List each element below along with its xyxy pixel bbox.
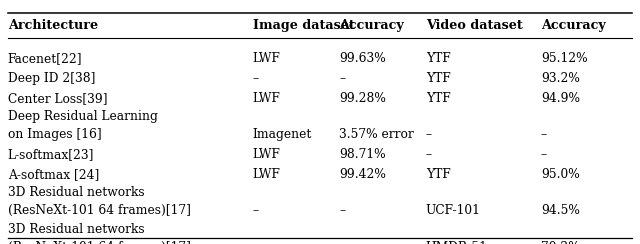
Text: 3.57% error: 3.57% error <box>339 128 414 141</box>
Text: –: – <box>253 72 259 85</box>
Text: 3D Residual networks: 3D Residual networks <box>8 223 144 235</box>
Text: –: – <box>541 148 547 162</box>
Text: YTF: YTF <box>426 72 451 85</box>
Text: –: – <box>426 148 432 162</box>
Text: 94.5%: 94.5% <box>541 204 580 217</box>
Text: –: – <box>339 204 346 217</box>
Text: UCF-101: UCF-101 <box>426 204 481 217</box>
Text: 95.0%: 95.0% <box>541 168 580 182</box>
Text: 95.12%: 95.12% <box>541 52 588 65</box>
Text: –: – <box>253 241 259 244</box>
Text: LWF: LWF <box>253 92 281 105</box>
Text: Center Loss[39]: Center Loss[39] <box>8 92 107 105</box>
Text: Imagenet: Imagenet <box>253 128 312 141</box>
Text: –: – <box>339 72 346 85</box>
Text: Facenet[22]: Facenet[22] <box>8 52 82 65</box>
Text: 99.28%: 99.28% <box>339 92 386 105</box>
Text: on Images [16]: on Images [16] <box>8 128 101 141</box>
Text: Deep Residual Learning: Deep Residual Learning <box>8 110 157 123</box>
Text: LWF: LWF <box>253 148 281 162</box>
Text: LWF: LWF <box>253 52 281 65</box>
Text: YTF: YTF <box>426 168 451 182</box>
Text: –: – <box>426 128 432 141</box>
Text: –: – <box>541 128 547 141</box>
Text: Accuracy: Accuracy <box>339 19 404 32</box>
Text: 70.2%: 70.2% <box>541 241 580 244</box>
Text: –: – <box>253 204 259 217</box>
Text: YTF: YTF <box>426 52 451 65</box>
Text: (ResNeXt-101 64 frames)[17]: (ResNeXt-101 64 frames)[17] <box>8 204 191 217</box>
Text: 98.71%: 98.71% <box>339 148 386 162</box>
Text: –: – <box>339 241 346 244</box>
Text: YTF: YTF <box>426 92 451 105</box>
Text: Image dataset: Image dataset <box>253 19 355 32</box>
Text: L-softmax[23]: L-softmax[23] <box>8 148 94 162</box>
Text: HMDB-51: HMDB-51 <box>426 241 488 244</box>
Text: 3D Residual networks: 3D Residual networks <box>8 186 144 199</box>
Text: A-softmax [24]: A-softmax [24] <box>8 168 99 182</box>
Text: 94.9%: 94.9% <box>541 92 580 105</box>
Text: Deep ID 2[38]: Deep ID 2[38] <box>8 72 95 85</box>
Text: (ResNeXt-101 64 frames)[17]: (ResNeXt-101 64 frames)[17] <box>8 241 191 244</box>
Text: Architecture: Architecture <box>8 19 98 32</box>
Text: Accuracy: Accuracy <box>541 19 605 32</box>
Text: 99.63%: 99.63% <box>339 52 386 65</box>
Text: Video dataset: Video dataset <box>426 19 522 32</box>
Text: LWF: LWF <box>253 168 281 182</box>
Text: 93.2%: 93.2% <box>541 72 580 85</box>
Text: 99.42%: 99.42% <box>339 168 386 182</box>
